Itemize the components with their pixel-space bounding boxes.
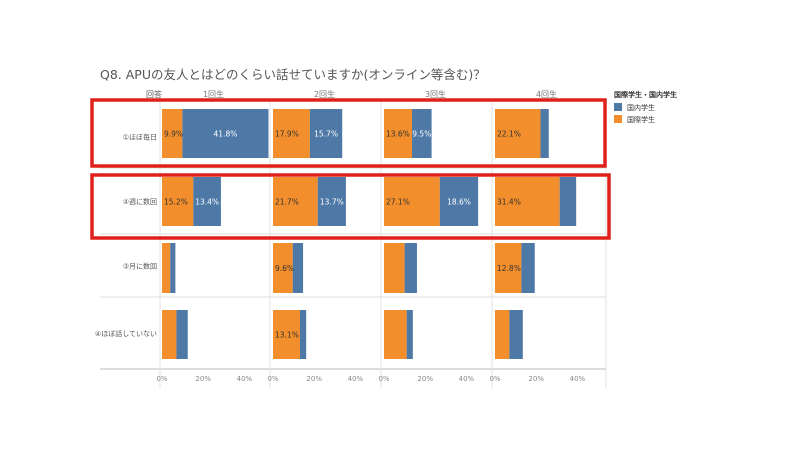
legend-swatch	[614, 115, 622, 123]
bar-intl-r1-p1	[162, 109, 183, 158]
bar-domestic-r4-p2	[299, 310, 307, 359]
data-label-domestic: 41.8%	[214, 130, 238, 139]
bar-intl-r1-p2	[273, 109, 310, 158]
legend-swatch	[614, 103, 622, 111]
x-tick-label: 40%	[459, 375, 475, 383]
highlight-box-row-1	[90, 98, 607, 168]
x-tick-label: 40%	[348, 375, 364, 383]
data-label-domestic: 9.5%	[412, 130, 431, 139]
bar-domestic-r3-p4	[521, 243, 535, 293]
data-label-domestic: 13.4%	[195, 198, 219, 207]
bar-domestic-r1-p2	[309, 109, 343, 158]
bar-intl-r3-p2	[273, 243, 293, 293]
data-label-intl: 22.1%	[497, 130, 521, 139]
bar-domestic-r2-p4	[559, 177, 577, 226]
bar-domestic-r4-p4	[509, 310, 523, 359]
data-label-intl: 9.9%	[164, 130, 183, 139]
bar-intl-r2-p1	[162, 177, 194, 226]
data-label-domestic: 13.7%	[320, 198, 344, 207]
bar-intl-r4-p3	[384, 310, 407, 359]
bar-domestic-r4-p3	[406, 310, 413, 359]
bar-intl-r1-p4	[495, 109, 541, 158]
bar-intl-r4-p1	[162, 310, 177, 359]
data-label-intl: 27.1%	[386, 198, 410, 207]
row-label-4: ④ほぼ話していない	[95, 329, 157, 338]
bar-intl-r4-p2	[273, 310, 300, 359]
row-label-3: ③月に数回	[123, 262, 157, 271]
row-label-1: ①ほぼ毎日	[123, 133, 157, 142]
x-tick-label: 0%	[267, 375, 278, 383]
data-label-intl: 31.4%	[497, 198, 521, 207]
bar-domestic-r1-p1	[182, 109, 269, 158]
x-tick-label: 0%	[156, 375, 167, 383]
bar-domestic-r4-p1	[176, 310, 188, 359]
data-label-intl: 13.1%	[275, 331, 299, 340]
panel-header-4: 4回生	[536, 89, 557, 99]
bar-intl-r3-p3	[384, 243, 405, 293]
legend-label: 国際学生	[627, 115, 655, 124]
bar-intl-r1-p3	[384, 109, 413, 158]
bar-domestic-r1-p4	[540, 109, 549, 158]
x-tick-label: 40%	[237, 375, 253, 383]
panel-header-2: 2回生	[314, 89, 335, 99]
x-tick-label: 20%	[306, 375, 322, 383]
data-label-intl: 21.7%	[275, 198, 299, 207]
chart-bars	[162, 109, 577, 359]
chart-title: Q8. APUの友人とはどのくらい話せていますか(オンライン等含む)？	[100, 67, 486, 82]
bar-domestic-r2-p1	[193, 177, 221, 226]
bar-domestic-r3-p1	[170, 243, 176, 293]
legend-label: 国内学生	[627, 103, 655, 112]
legend-title: 国際学生・国内学生	[614, 90, 677, 99]
bar-intl-r3-p4	[495, 243, 522, 293]
bar-intl-r3-p1	[162, 243, 171, 293]
x-tick-label: 20%	[528, 375, 544, 383]
data-label-intl: 9.6%	[275, 264, 294, 273]
data-label-domestic: 18.6%	[447, 198, 471, 207]
data-label-intl: 15.2%	[164, 198, 188, 207]
bar-intl-r4-p4	[495, 310, 510, 359]
chart-labels: 9.9% 41.8% 17.9% 15.7% 13.6% 9.5% 22.1% 15.2% 13…	[164, 130, 521, 340]
bar-domestic-r1-p3	[412, 109, 432, 158]
data-label-intl: 17.9%	[275, 130, 299, 139]
row-label-2: ②週に数回	[123, 197, 157, 206]
bar-intl-r2-p2	[273, 177, 318, 226]
x-tick-label: 20%	[195, 375, 211, 383]
chart-frame: 1回生 2回生 3回生 4回生 ①ほぼ毎日 ②週に数回 ③月に数回 ④ほぼ話していない 0% 20…	[95, 89, 607, 389]
bar-domestic-r2-p3	[439, 177, 479, 226]
highlight-boxes	[90, 98, 611, 240]
highlight-box-row-2	[90, 173, 611, 240]
bar-domestic-r2-p2	[317, 177, 346, 226]
bar-intl-r2-p4	[495, 177, 560, 226]
bar-domestic-r3-p3	[404, 243, 417, 293]
bar-domestic-r3-p2	[292, 243, 304, 293]
x-tick-label: 0%	[378, 375, 389, 383]
x-tick-label: 0%	[489, 375, 500, 383]
data-label-domestic: 15.7%	[314, 130, 338, 139]
panel-header-1: 1回生	[203, 89, 224, 99]
x-tick-label: 20%	[417, 375, 433, 383]
x-tick-label: 40%	[570, 375, 586, 383]
bar-intl-r2-p3	[384, 177, 440, 226]
data-label-intl: 12.8%	[497, 264, 521, 273]
row-header-label: 回答	[146, 89, 162, 99]
data-label-intl: 13.6%	[386, 130, 410, 139]
panel-header-3: 3回生	[425, 89, 446, 99]
